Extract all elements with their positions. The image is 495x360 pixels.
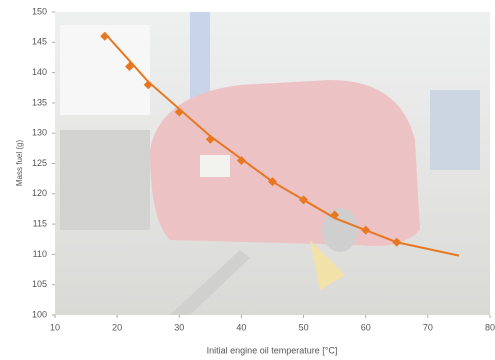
data-point [125,62,135,72]
y-tick-label: 115 [33,218,47,228]
x-tick-label: 80 [485,322,495,332]
data-point [143,80,153,90]
y-tick-label: 105 [32,279,47,289]
y-tick-label: 125 [32,158,47,168]
data-point [361,225,371,235]
x-tick-label: 10 [50,322,60,332]
y-axis-label: Mass fuel (g) [15,140,24,187]
data-point [205,134,215,144]
background-photo [55,12,490,315]
y-tick-label: 110 [33,249,47,259]
data-point [100,31,110,41]
x-tick-label: 70 [423,322,433,332]
y-tick-label: 140 [32,67,47,77]
y-tick-label: 135 [32,97,47,107]
data-point [299,195,309,205]
data-point [236,155,246,165]
x-tick-label: 20 [112,322,122,332]
x-tick-label: 30 [174,322,184,332]
y-tick-label: 145 [32,37,47,47]
data-point [392,237,402,247]
y-tick-label: 120 [32,188,47,198]
y-tick-label: 130 [32,128,47,138]
x-tick-label: 40 [236,322,246,332]
x-tick-label: 60 [361,322,371,332]
y-tick-label: 150 [32,6,47,16]
data-point [268,177,277,187]
y-tick-label: 100 [32,309,47,319]
data-point [330,210,340,220]
x-tick-label: 50 [299,322,309,332]
data-point [174,107,184,117]
x-axis-label: Initial engine oil temperature [°C] [207,345,338,355]
